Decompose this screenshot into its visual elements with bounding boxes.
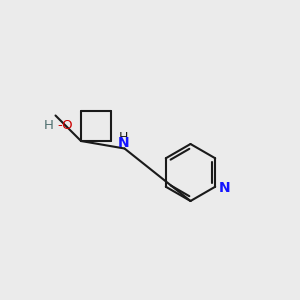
Text: H: H (119, 130, 129, 144)
Text: H: H (44, 119, 54, 132)
Text: N: N (219, 181, 231, 195)
Text: N: N (118, 136, 130, 150)
Text: -O: -O (57, 119, 73, 132)
